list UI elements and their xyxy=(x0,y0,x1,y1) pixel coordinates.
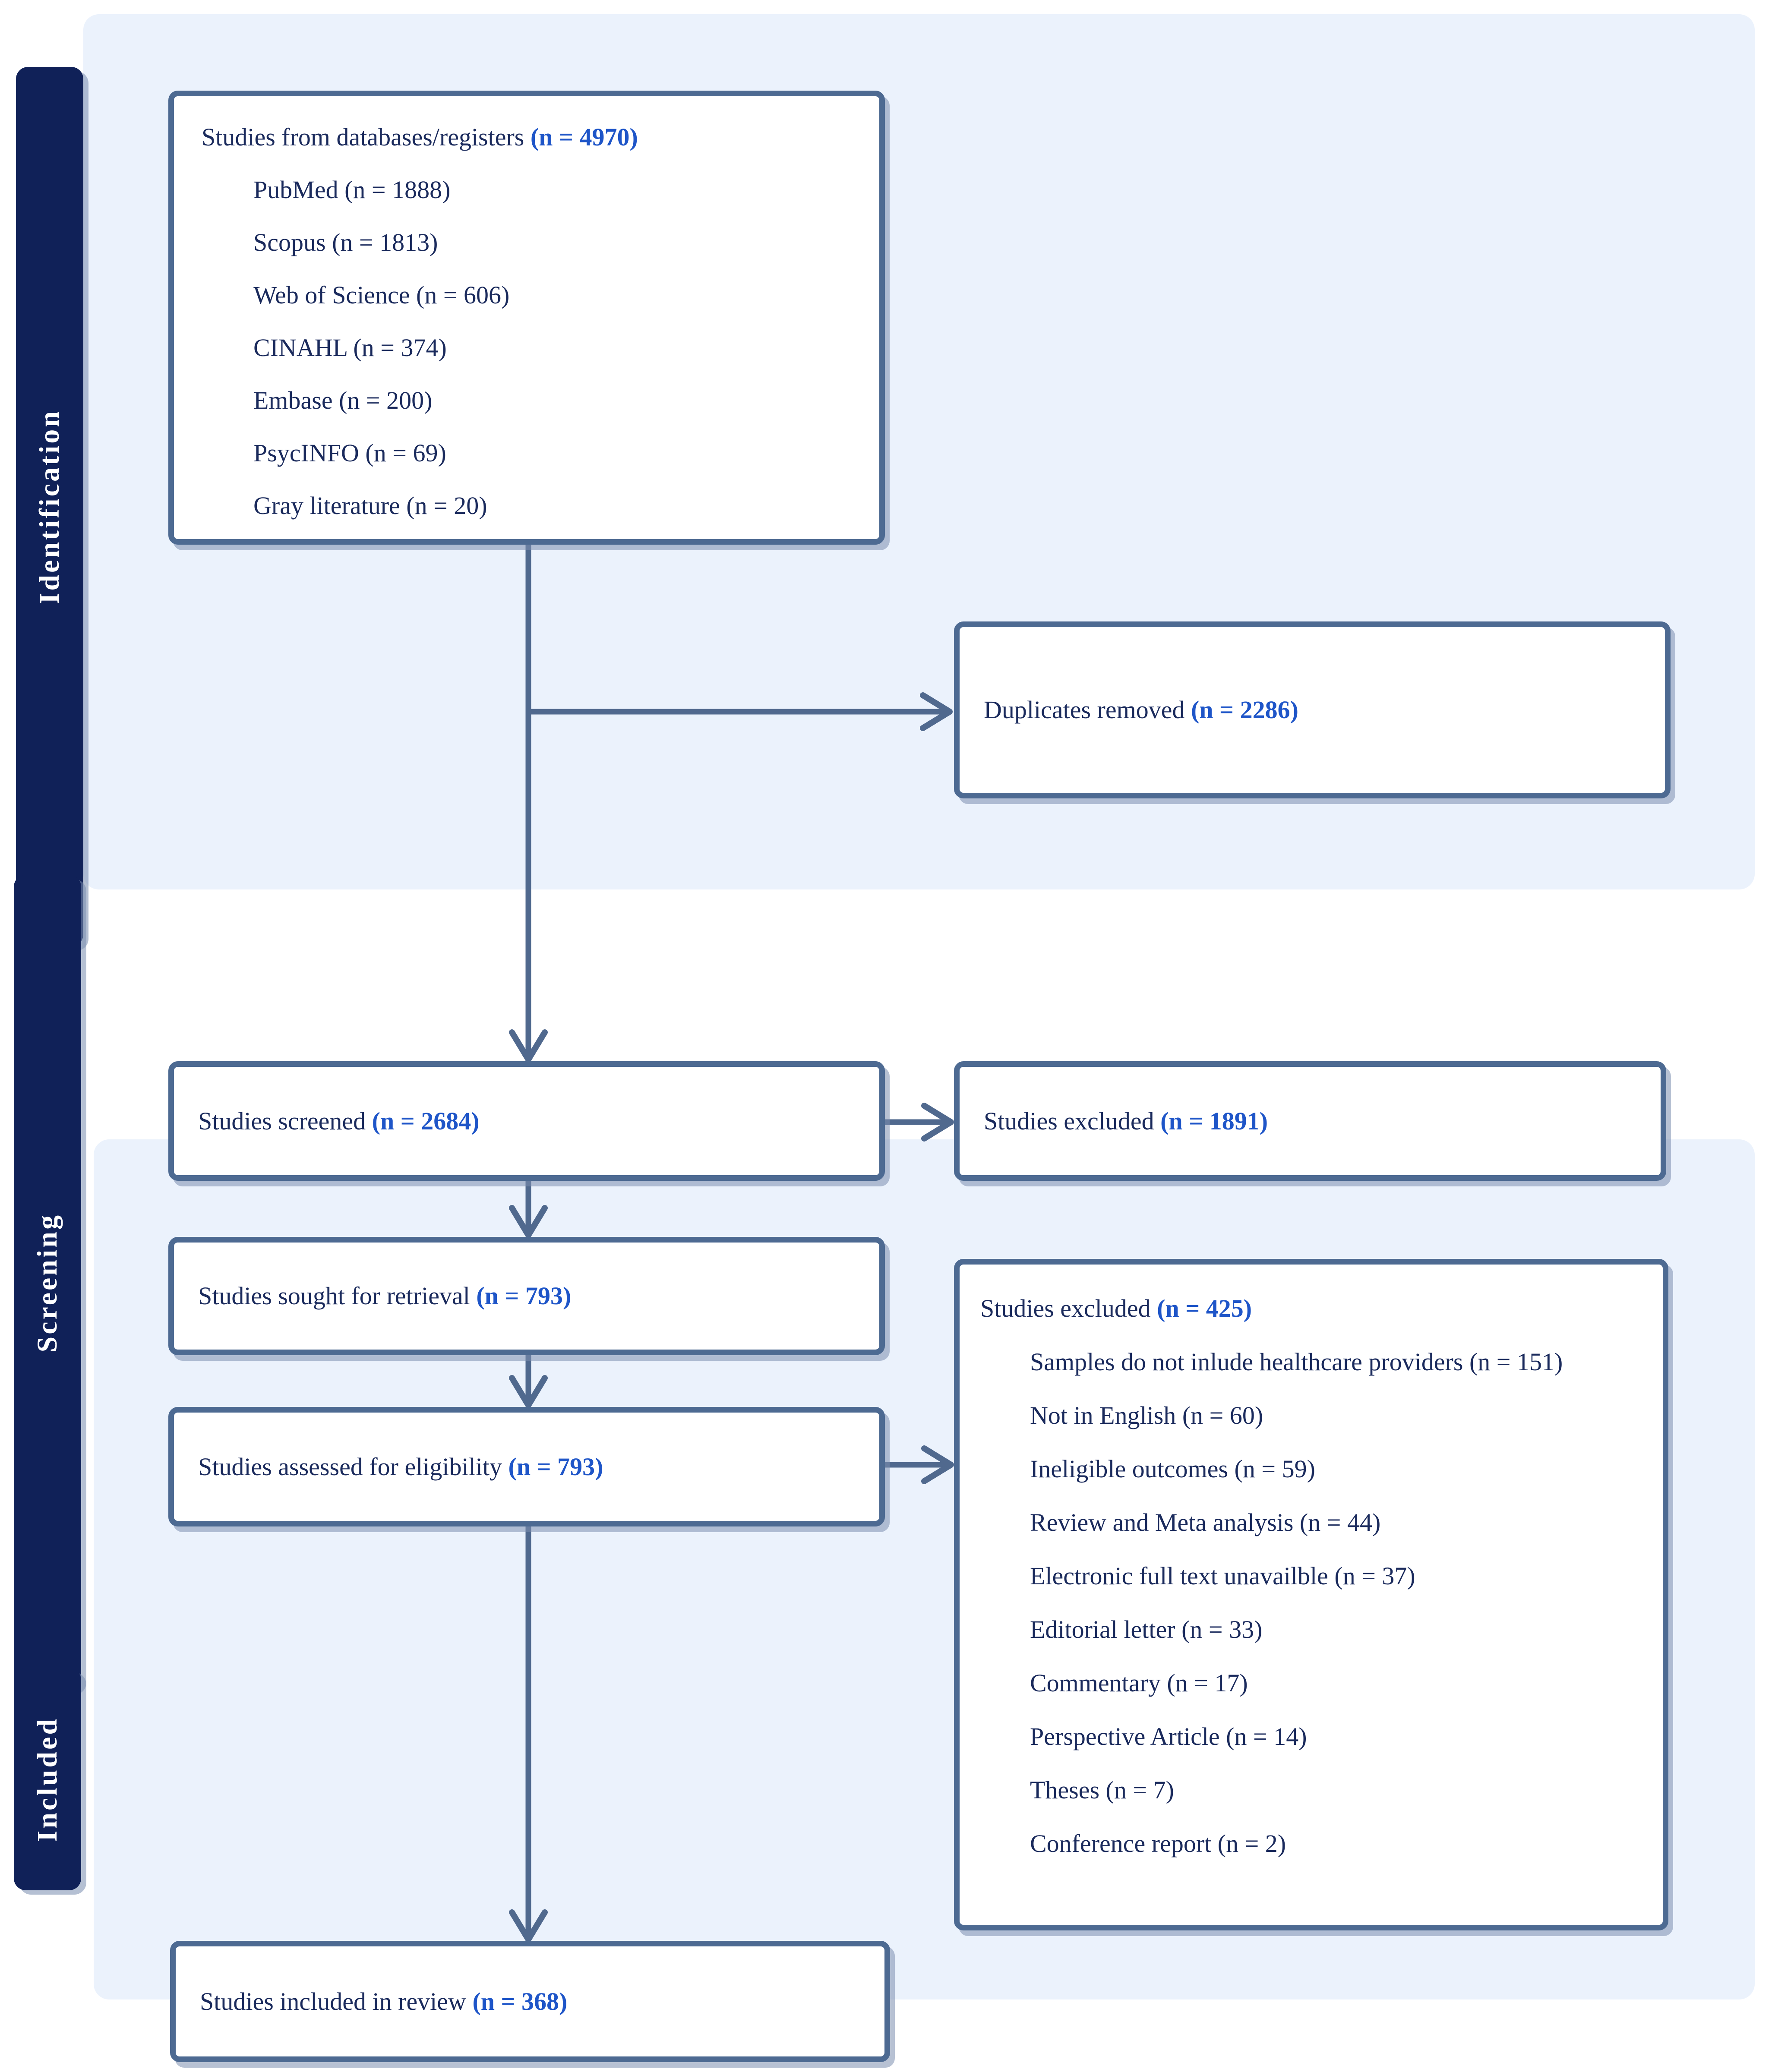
databases-count: (n = 4970) xyxy=(530,123,638,151)
exclusion-reason-item: Perspective Article (n = 14) xyxy=(1030,1722,1307,1750)
exclusion-reason-item: Conference report (n = 2) xyxy=(1030,1829,1286,1858)
duplicates-count: (n = 2286) xyxy=(1191,696,1298,724)
included-label: Studies included in review xyxy=(200,1987,466,2015)
duplicates-label: Duplicates removed xyxy=(984,696,1185,724)
arrow-screened-to-sought xyxy=(509,1181,548,1238)
sought-count: (n = 793) xyxy=(476,1282,572,1310)
exclusion-reason-item: Not in English (n = 60) xyxy=(1030,1401,1263,1429)
exclusion-reason-item: Samples do not inlude healthcare provide… xyxy=(1030,1348,1563,1376)
assessed-count: (n = 793) xyxy=(508,1452,603,1481)
arrow-assessed-to-excluded xyxy=(883,1445,954,1484)
stage-bar-screening: Screening xyxy=(14,875,81,1690)
exclusion-reason-item: Theses (n = 7) xyxy=(1030,1776,1174,1804)
arrow-databases-to-screened xyxy=(509,545,548,1063)
arrow-sought-to-assessed xyxy=(509,1355,548,1408)
stage-bar-included: Included xyxy=(14,1668,81,1890)
studies-assessed-box: Studies assessed for eligibility (n = 79… xyxy=(168,1407,885,1526)
studies-excluded-eligibility-box: Studies excluded (n = 425) Samples do no… xyxy=(954,1259,1668,1930)
exclusion-reason-item: Ineligible outcomes (n = 59) xyxy=(1030,1455,1315,1483)
arrow-assessed-to-included xyxy=(509,1526,548,1943)
exclusion-reason-item: Review and Meta analysis (n = 44) xyxy=(1030,1508,1381,1536)
studies-sought-box: Studies sought for retrieval (n = 793) xyxy=(168,1237,885,1355)
exclusion-reason-item: Commentary (n = 17) xyxy=(1030,1669,1248,1697)
exclusion-reason-item: Editorial letter (n = 33) xyxy=(1030,1615,1263,1643)
databases-title: Studies from databases/registers (n = 49… xyxy=(202,123,638,151)
screened-label: Studies screened xyxy=(198,1107,366,1135)
excluded-eligibility-title: Studies excluded (n = 425) xyxy=(980,1294,1252,1322)
arrow-branch-to-duplicates xyxy=(528,692,953,731)
included-count: (n = 368) xyxy=(472,1987,568,2015)
arrow-screened-to-excluded xyxy=(883,1103,954,1142)
database-item: PsycINFO (n = 69) xyxy=(253,439,446,467)
database-item: PubMed (n = 1888) xyxy=(253,176,451,204)
database-item: CINAHL (n = 374) xyxy=(253,334,447,362)
database-item: Scopus (n = 1813) xyxy=(253,228,438,256)
database-item: Web of Science (n = 606) xyxy=(253,281,510,309)
excluded-screening-label: Studies excluded xyxy=(984,1107,1154,1135)
studies-screened-box: Studies screened (n = 2684) xyxy=(168,1061,885,1181)
database-item: Gray literature (n = 20) xyxy=(253,492,487,520)
excluded-eligibility-count: (n = 425) xyxy=(1157,1294,1252,1322)
databases-box: Studies from databases/registers (n = 49… xyxy=(168,91,885,545)
studies-excluded-screening-box: Studies excluded (n = 1891) xyxy=(954,1061,1666,1181)
screened-count: (n = 2684) xyxy=(372,1107,480,1135)
exclusion-reason-item: Electronic full text unavailble (n = 37) xyxy=(1030,1562,1415,1590)
duplicates-removed-box: Duplicates removed (n = 2286) xyxy=(954,621,1671,798)
database-item: Embase (n = 200) xyxy=(253,386,433,414)
sought-label: Studies sought for retrieval xyxy=(198,1282,470,1310)
excluded-screening-count: (n = 1891) xyxy=(1160,1107,1268,1135)
studies-included-box: Studies included in review (n = 368) xyxy=(170,1941,890,2062)
assessed-label: Studies assessed for eligibility xyxy=(198,1452,502,1481)
stage-bar-identification: Identification xyxy=(16,67,83,946)
